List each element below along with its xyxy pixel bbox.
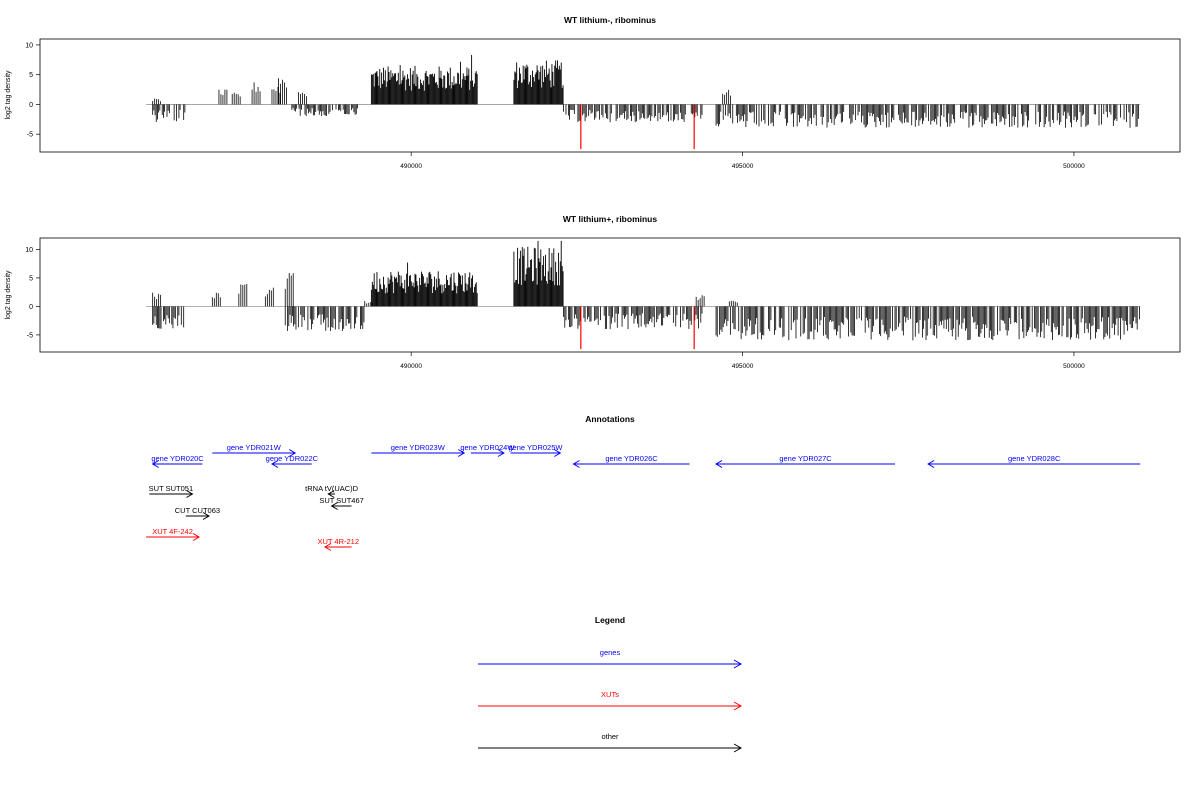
x-tick-label: 490000 — [400, 163, 422, 170]
annotation-label: gene YDR026C — [605, 454, 658, 463]
track-title: WT lithium+, ribominus — [563, 214, 657, 224]
x-tick-label: 500000 — [1063, 363, 1085, 370]
arrow-head — [151, 460, 159, 468]
arrow-head — [270, 460, 279, 468]
x-tick-label: 495000 — [732, 163, 754, 170]
y-tick-label: 5 — [29, 275, 33, 282]
y-tick-label: 10 — [25, 42, 33, 49]
annotations-track: Annotations gene YDR020C gene YDR021W gene… — [146, 414, 1141, 551]
annotation-label: gene YDR028C — [1008, 454, 1061, 463]
annotation-label: tRNA tV(UAC)D — [305, 484, 359, 493]
annotation-label: gene YDR023W — [391, 443, 446, 452]
arrow-head — [288, 449, 297, 457]
y-axis-label: log2 tag density — [5, 270, 12, 320]
annotations-title: Annotations — [585, 414, 635, 424]
plot-frame — [39, 237, 1181, 353]
arrow-head — [324, 543, 332, 551]
x-tick-label: 490000 — [400, 363, 422, 370]
annotation-label: gene YDR024W — [460, 443, 515, 452]
arrow-head — [927, 460, 935, 468]
annotation-label: SUT SUT467 — [319, 496, 363, 505]
legend-title: Legend — [595, 615, 625, 625]
track-panel-lithium-minus: WT lithium-, ribominus log2 tag density … — [5, 15, 1181, 170]
track-panel-lithium-plus: WT lithium+, ribominus log2 tag density … — [5, 214, 1181, 370]
x-tick-label: 495000 — [732, 363, 754, 370]
y-tick-label: 10 — [25, 247, 33, 254]
legend-arrow-head — [733, 659, 743, 669]
legend: Legend genes XUTs other — [478, 615, 743, 753]
legend-arrow-head — [733, 701, 743, 711]
annotation-label: XUT 4F-242 — [152, 527, 193, 536]
y-tick-label: 0 — [29, 102, 33, 109]
y-tick-label: -5 — [27, 132, 33, 139]
annotation-label: XUT 4R-212 — [317, 537, 359, 546]
arrow-head — [715, 460, 723, 468]
annotation-label: gene YDR027C — [779, 454, 832, 463]
annotation-label: gene YDR025W — [508, 443, 563, 452]
arrow-head — [186, 490, 194, 498]
plot-frame — [39, 38, 1181, 153]
legend-label: XUTs — [601, 690, 619, 699]
arrow-head — [572, 460, 580, 468]
annotation-label: SUT SUT051 — [149, 484, 193, 493]
y-tick-label: 5 — [29, 72, 33, 79]
annotation-label: CUT CUT063 — [175, 506, 220, 515]
annotation-label: gene YDR021W — [227, 443, 282, 452]
legend-label: genes — [600, 648, 621, 657]
arrow-head — [192, 533, 201, 541]
y-axis-label: log2 tag density — [5, 70, 12, 120]
legend-arrow-head — [733, 743, 743, 753]
arrow-head — [327, 490, 335, 498]
legend-label: other — [601, 732, 619, 741]
annotation-label: gene YDR022C — [266, 454, 319, 463]
arrow-head — [497, 449, 505, 457]
arrow-head — [554, 449, 562, 457]
x-tick-label: 500000 — [1063, 163, 1085, 170]
track-title: WT lithium-, ribominus — [564, 15, 656, 25]
y-tick-label: -5 — [27, 332, 33, 339]
arrow-head — [330, 502, 338, 510]
arrow-head — [457, 449, 466, 457]
annotation-label: gene YDR020C — [151, 454, 204, 463]
y-tick-label: 0 — [29, 304, 33, 311]
arrow-head — [202, 512, 211, 520]
